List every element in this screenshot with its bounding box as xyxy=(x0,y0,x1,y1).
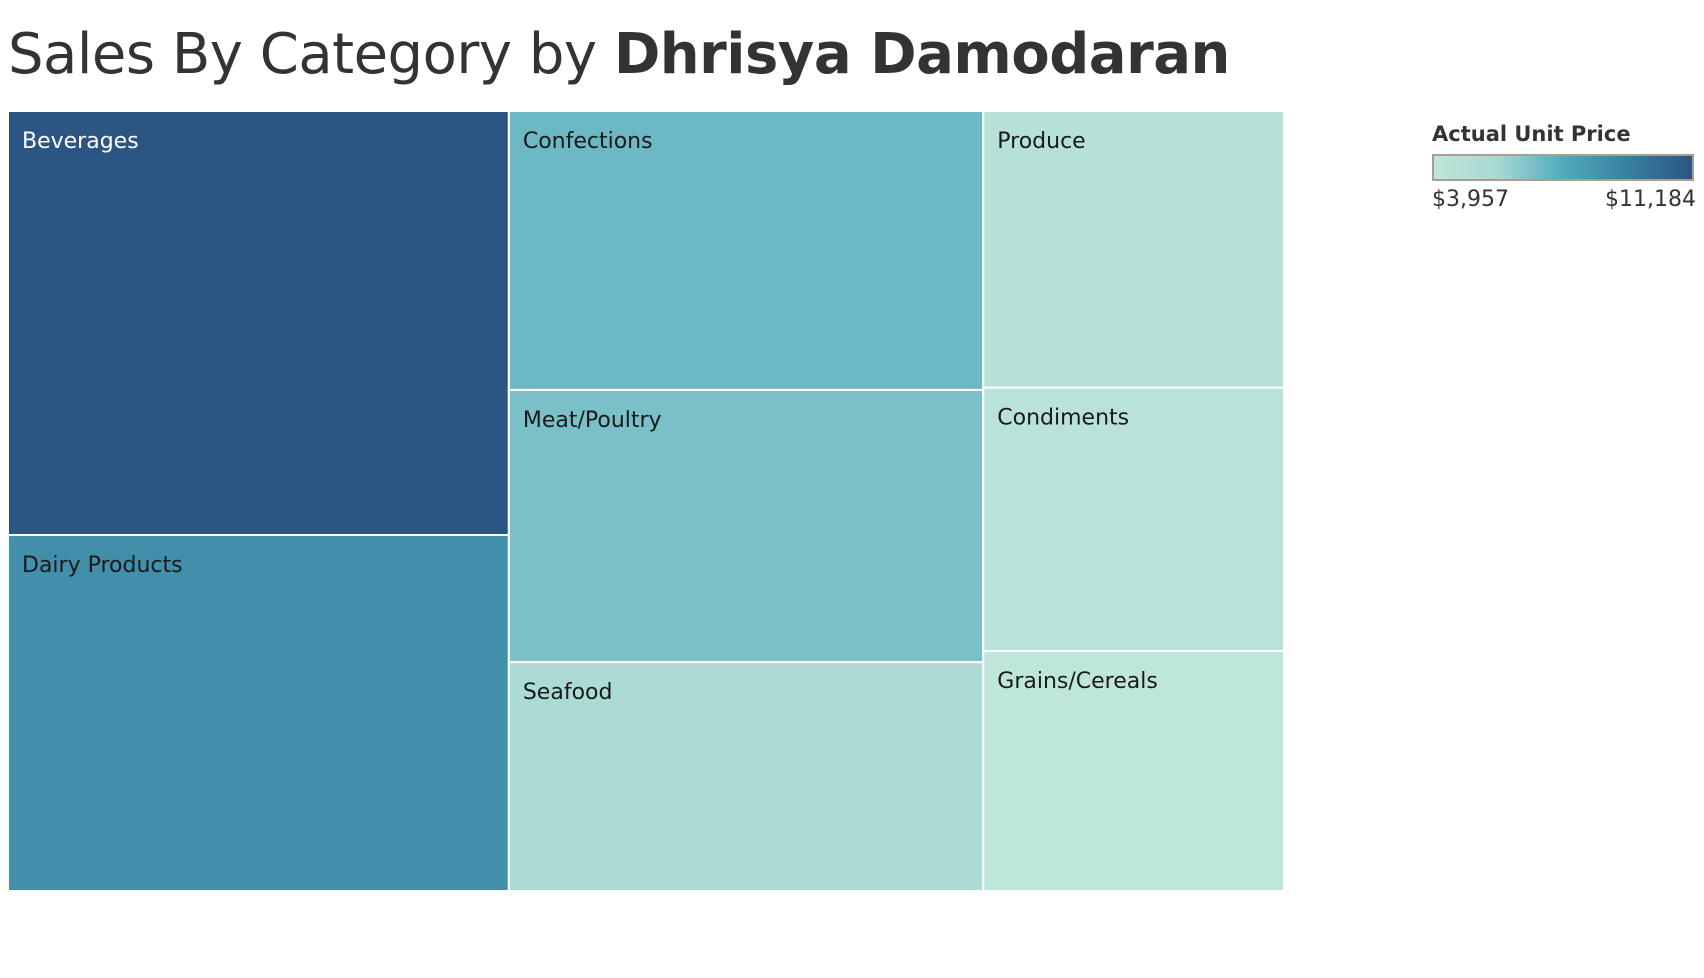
legend-gradient-bar xyxy=(1432,154,1694,181)
chart-title-prefix: Sales By Category by xyxy=(8,22,614,87)
treemap-cell-confections[interactable] xyxy=(507,110,985,391)
treemap-cell-seafood[interactable] xyxy=(507,661,985,892)
legend-max-label: $11,184 xyxy=(1605,187,1696,212)
treemap-label-confections: Confections xyxy=(523,129,653,154)
chart-title-author: Dhrisya Damodaran xyxy=(613,22,1231,87)
legend-title: Actual Unit Price xyxy=(1432,122,1631,146)
legend-range: $3,957 $11,184 xyxy=(1430,187,1696,217)
treemap-label-grains-cereals: Grains/Cereals xyxy=(997,669,1158,694)
treemap-cell-beverages[interactable] xyxy=(7,110,510,537)
chart-title: Sales By Category by Dhrisya Damodaran xyxy=(8,20,1230,90)
treemap: Beverages Dairy Products Confections Meat/P… xyxy=(7,110,1285,892)
treemap-label-dairy-products: Dairy Products xyxy=(22,553,183,578)
legend-min-label: $3,957 xyxy=(1432,187,1509,212)
treemap-label-seafood: Seafood xyxy=(523,680,613,705)
treemap-cell-produce[interactable] xyxy=(982,110,1285,389)
treemap-label-produce: Produce xyxy=(997,129,1085,154)
treemap-cell-dairy-products[interactable] xyxy=(7,534,510,892)
treemap-label-condiments: Condiments xyxy=(997,406,1129,431)
treemap-cell-condiments[interactable] xyxy=(982,386,1285,653)
treemap-label-meat-poultry: Meat/Poultry xyxy=(523,408,662,433)
color-legend: Actual Unit Price $3,957 $11,184 xyxy=(1430,122,1702,217)
treemap-label-beverages: Beverages xyxy=(22,129,139,154)
treemap-cell-grains-cereals[interactable] xyxy=(982,650,1285,892)
